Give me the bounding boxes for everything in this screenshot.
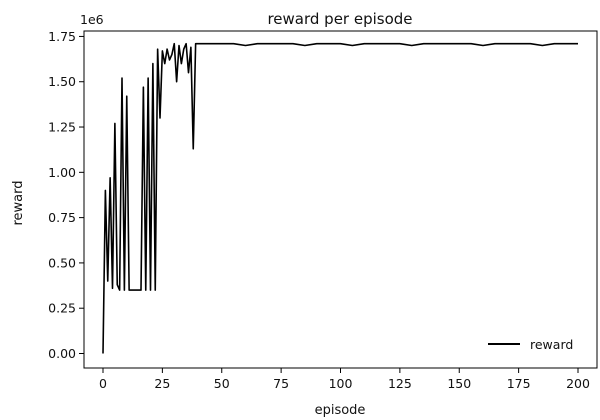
x-tick-label: 125 — [388, 376, 412, 391]
y-tick-label: 0.50 — [48, 255, 76, 270]
x-tick-label: 50 — [214, 376, 230, 391]
y-tick-label: 1.00 — [48, 165, 76, 180]
y-tick-label: 0.25 — [48, 301, 76, 316]
series-line-reward — [102, 42, 578, 354]
x-tick-label: 175 — [507, 376, 531, 391]
x-tick-label: 150 — [447, 376, 471, 391]
y-tick-label: 1.25 — [48, 120, 76, 135]
x-tick-label: 0 — [99, 376, 107, 391]
y-tick-label: 1.50 — [48, 74, 76, 89]
x-axis: 0 25 50 75 100 125 150 175 200 — [99, 368, 590, 391]
y-tick-label: 0.00 — [48, 346, 76, 361]
y-tick-label: 1.75 — [48, 29, 76, 44]
x-tick-label: 100 — [329, 376, 353, 391]
legend: reward — [478, 328, 588, 358]
y-offset-text: 1e6 — [80, 12, 104, 27]
x-axis-label: episode — [315, 403, 366, 418]
y-axis: 0.00 0.25 0.50 0.75 1.00 1.25 1.50 1.75 — [48, 29, 84, 361]
x-tick-label: 25 — [154, 376, 170, 391]
series-layer — [102, 42, 578, 354]
y-tick-label: 0.75 — [48, 210, 76, 225]
y-axis-label: reward — [11, 180, 26, 225]
x-tick-label: 75 — [273, 376, 289, 391]
x-tick-label: 200 — [566, 376, 590, 391]
legend-label: reward — [530, 337, 573, 352]
chart-title: reward per episode — [267, 10, 412, 28]
